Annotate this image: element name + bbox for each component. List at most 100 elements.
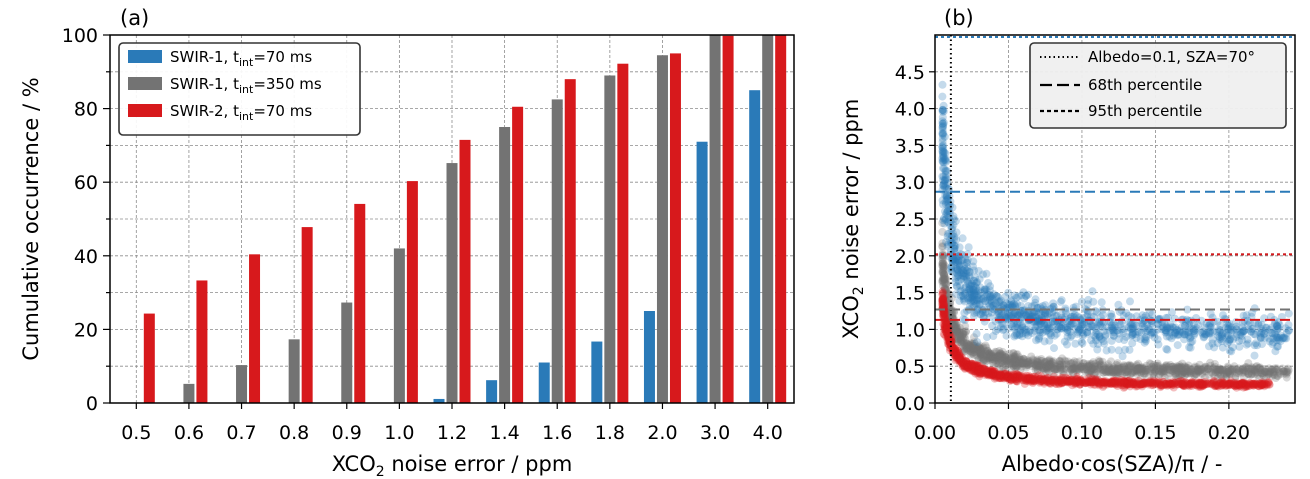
scatter-point [973,343,982,352]
scatter-point [938,287,947,296]
scatter-point [989,359,997,368]
scatter-point [1212,382,1221,390]
scatter-point [1130,364,1139,373]
scatter-point [995,358,1004,367]
scatter-point [1090,362,1099,371]
scatter-point [950,319,959,328]
scatter-point [951,356,960,365]
panel-b-x-label: Albedo·cos(SZA)/π / - [1002,452,1223,476]
scatter-point [1115,378,1123,387]
scatter-point [1113,380,1122,389]
scatter-point [1010,352,1019,361]
scatter-point [1044,362,1053,371]
scatter-point [1039,364,1048,373]
scatter-point [979,356,988,365]
scatter-point [961,359,970,368]
scatter-point [1111,366,1119,375]
scatter-point [1219,365,1227,374]
scatter-point [1132,360,1141,369]
scatter-point [1004,371,1012,380]
scatter-point [1211,368,1220,377]
scatter-point [968,339,977,348]
scatter-point [940,261,949,270]
scatter-point [1226,378,1235,387]
scatter-point [1042,376,1051,385]
x-tick-label: 0.05 [987,422,1029,444]
scatter-point [1192,370,1201,379]
scatter-point [959,358,968,366]
scatter-point [1209,369,1217,378]
panel-b-scatter [938,80,1293,392]
scatter-point [998,357,1007,366]
scatter-point [939,294,948,303]
scatter-point [1128,377,1137,386]
scatter-point [1088,360,1097,369]
scatter-point [1083,360,1092,369]
scatter-point [1162,361,1171,369]
scatter-point [1216,379,1224,388]
scatter-point [1009,349,1018,358]
scatter-point [1068,378,1077,387]
scatter-point [1095,363,1104,372]
scatter-point [1049,370,1058,379]
scatter-point [1002,360,1011,369]
scatter-point [1144,378,1153,387]
scatter-point [1140,364,1149,373]
scatter-point [1178,371,1186,380]
scatter-point [1039,365,1048,374]
scatter-point [969,341,977,350]
scatter-point [1146,365,1155,374]
scatter-point [1121,345,1130,354]
scatter-point [1124,366,1133,375]
scatter-point [1068,381,1077,390]
scatter-point [1258,370,1267,379]
scatter-point [1185,379,1194,388]
scatter-point [1197,366,1205,374]
scatter-point [993,292,1002,301]
scatter-point [1048,359,1057,368]
scatter-point [954,330,963,338]
scatter-point [1047,357,1056,366]
scatter-point [975,372,984,381]
scatter-point [1283,367,1292,376]
scatter-point [1133,364,1142,373]
scatter-point [979,356,988,365]
x-tick-label: 0.9 [332,422,362,444]
scatter-point [1112,360,1121,369]
scatter-point [1131,380,1140,389]
scatter-point [978,355,987,364]
scatter-point [1206,329,1215,338]
scatter-point [1209,365,1218,374]
scatter-point [998,351,1007,360]
scatter-point [990,371,998,380]
scatter-point [1105,366,1114,375]
scatter-point [1244,370,1253,379]
scatter-point [1107,357,1115,366]
scatter-point [1011,375,1020,384]
scatter-point [1050,344,1058,353]
scatter-point [954,354,963,363]
scatter-point [1190,371,1199,379]
scatter-point [959,338,968,347]
scatter-point [940,270,949,279]
bar [446,163,458,403]
legend-label: SWIR-1, tint=70 ms [170,48,312,69]
scatter-point [1194,367,1203,376]
scatter-point [1124,362,1133,371]
scatter-point [943,330,952,339]
scatter-point [1133,382,1142,391]
scatter-point [1015,357,1024,366]
scatter-point [1069,364,1077,373]
scatter-point [1093,365,1102,374]
scatter-point [1018,324,1027,333]
scatter-point [1099,365,1108,374]
scatter-point [1011,363,1020,372]
scatter-point [1228,379,1237,388]
scatter-point [1069,364,1078,373]
scatter-point [969,346,978,355]
scatter-point [992,372,1001,381]
scatter-point [1025,376,1034,385]
scatter-point [1052,365,1061,373]
scatter-point [942,280,950,289]
scatter-point [979,343,988,352]
